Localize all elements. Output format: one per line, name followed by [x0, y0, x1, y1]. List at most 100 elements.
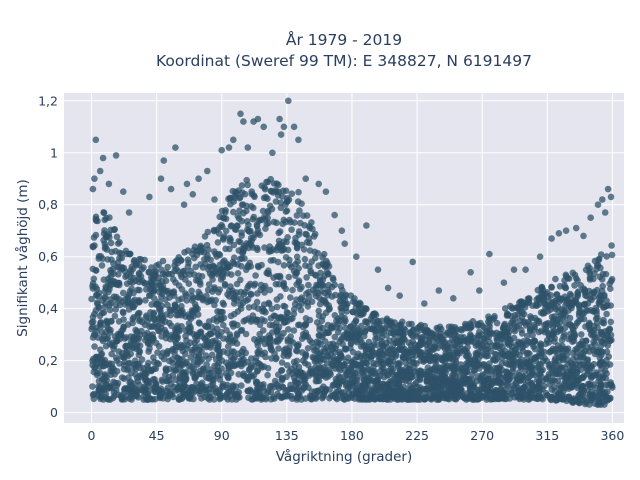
data-point: [588, 374, 595, 382]
data-point: [594, 201, 602, 208]
data-point: [514, 311, 522, 318]
data-point: [576, 399, 583, 406]
data-point: [422, 327, 429, 335]
data-point: [475, 361, 483, 368]
data-point: [181, 267, 188, 275]
data-point: [161, 371, 169, 379]
data-point: [302, 320, 310, 328]
data-point: [123, 386, 130, 393]
data-point: [318, 317, 326, 325]
data-point: [163, 387, 170, 395]
data-point: [416, 376, 424, 384]
data-point: [546, 364, 553, 372]
data-point: [295, 136, 302, 144]
data-point: [235, 215, 243, 222]
data-point: [596, 398, 603, 405]
data-point: [363, 394, 370, 402]
data-point: [523, 350, 530, 357]
data-point: [353, 376, 361, 384]
data-point: [203, 332, 211, 340]
data-point: [91, 343, 98, 350]
data-point: [159, 282, 167, 290]
data-point: [212, 367, 220, 374]
data-point: [143, 312, 150, 320]
data-point: [344, 369, 351, 376]
data-point: [594, 262, 602, 269]
data-point: [224, 335, 231, 343]
data-point: [326, 386, 333, 393]
data-point: [372, 379, 379, 387]
data-point: [306, 247, 314, 254]
data-point: [127, 333, 135, 340]
data-point: [97, 252, 105, 260]
data-point: [250, 213, 258, 221]
data-point: [535, 364, 542, 371]
data-point: [150, 354, 157, 361]
data-point: [457, 361, 465, 368]
data-point: [117, 330, 124, 338]
data-point: [177, 257, 185, 264]
data-point: [349, 348, 357, 356]
data-point: [283, 318, 291, 325]
data-point: [179, 369, 186, 377]
data-point: [218, 357, 226, 364]
data-point: [582, 337, 590, 345]
data-point: [266, 286, 274, 294]
data-point: [360, 389, 367, 396]
data-point: [187, 323, 194, 331]
data-point: [242, 330, 250, 338]
data-point: [244, 181, 251, 189]
data-point: [251, 280, 259, 288]
data-point: [431, 388, 439, 396]
data-point: [261, 184, 268, 191]
data-point: [211, 196, 218, 203]
data-point: [373, 317, 381, 325]
data-point: [342, 346, 350, 353]
data-point: [150, 271, 157, 278]
data-point: [525, 318, 532, 326]
data-point: [100, 276, 108, 284]
data-point: [234, 270, 242, 277]
data-point: [351, 395, 358, 402]
data-point: [107, 239, 115, 247]
data-point: [538, 284, 546, 291]
data-point: [586, 381, 594, 389]
y-tick-label: 0,2: [38, 353, 58, 368]
data-point: [473, 396, 481, 403]
data-point: [195, 288, 202, 296]
data-point: [228, 348, 236, 355]
y-tick-label: 1,2: [38, 93, 58, 108]
data-point: [334, 329, 342, 336]
data-point: [390, 323, 398, 331]
data-point: [405, 339, 413, 347]
data-point: [387, 387, 394, 395]
data-point: [597, 251, 605, 258]
data-point: [332, 345, 339, 352]
data-point: [240, 209, 247, 217]
data-point: [478, 385, 485, 393]
data-point: [284, 391, 292, 399]
data-point: [369, 394, 377, 401]
data-point: [457, 334, 465, 341]
data-point: [536, 253, 544, 260]
data-point: [408, 320, 415, 328]
data-point: [118, 254, 126, 262]
data-point: [192, 303, 200, 311]
data-point: [202, 383, 210, 391]
data-point: [268, 346, 276, 354]
data-point: [114, 335, 121, 343]
data-point: [525, 296, 533, 303]
data-point: [556, 324, 564, 332]
data-point: [277, 131, 285, 138]
data-point: [297, 219, 304, 227]
data-point: [96, 304, 103, 311]
data-point: [128, 344, 136, 351]
data-point: [466, 394, 473, 402]
data-point: [194, 361, 201, 368]
data-point: [606, 326, 614, 333]
data-point: [509, 305, 516, 312]
x-tick-label: 135: [275, 428, 299, 443]
data-point: [195, 175, 202, 182]
data-point: [302, 395, 309, 402]
data-point: [280, 302, 287, 310]
